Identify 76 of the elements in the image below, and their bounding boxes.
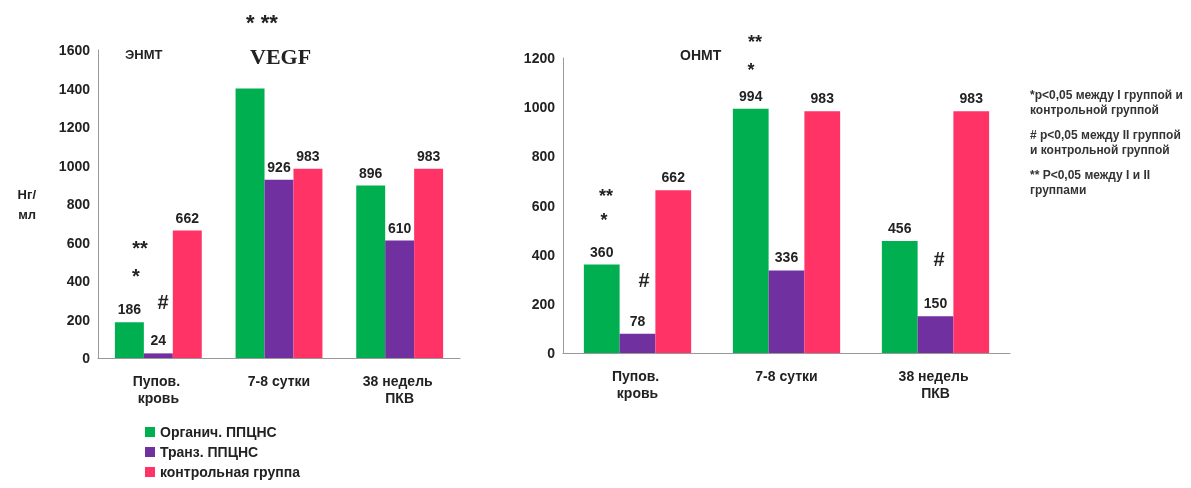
bar [881, 240, 918, 353]
annotation: # [933, 248, 945, 270]
bar [235, 88, 265, 358]
y-axis-title: Нг/ мл [17, 186, 37, 222]
data-label: 896 [359, 164, 383, 181]
y-tick-label: 400 [66, 273, 91, 289]
annotation: ** [598, 186, 614, 206]
data-label: 78 [629, 312, 646, 329]
text: *p<0,05 между I группой и контрольной группой [1030, 88, 1184, 118]
bar [583, 264, 620, 353]
y-tick-label: 600 [531, 197, 556, 214]
data-label: 186 [117, 301, 142, 318]
x-tick-label: Пупов. кровь [611, 367, 664, 401]
y-tick-label: 1000 [58, 157, 91, 174]
chart-subtitle: ЭНМТ [125, 47, 163, 62]
annotation: # [638, 269, 650, 291]
y-tick-label: 1000 [523, 99, 556, 116]
data-label: 662 [661, 169, 686, 186]
data-label: 610 [387, 219, 412, 236]
data-label: 336 [774, 249, 799, 266]
data-label: 983 [296, 147, 320, 164]
y-tick-label: 0 [547, 345, 556, 361]
y-tick-label: 600 [66, 234, 91, 251]
bar [804, 111, 841, 353]
bar [385, 240, 415, 358]
data-label: 994 [739, 87, 763, 104]
bar [619, 333, 656, 353]
bar [953, 111, 990, 353]
annotation: ** * [132, 237, 148, 287]
bar [114, 322, 144, 358]
chart-title: VEGF [250, 43, 312, 69]
x-tick-label: 7-8 сутки [247, 372, 311, 389]
data-label: 926 [267, 158, 291, 175]
y-tick-label: 0 [82, 350, 91, 366]
annotation: * [600, 210, 608, 230]
y-tick-label: 800 [66, 196, 91, 212]
text: ** P<0,05 между I и II группами [1030, 168, 1152, 198]
bar [414, 168, 444, 358]
x-tick-label: 38 недель ПКВ [898, 367, 973, 401]
legend-label: Органич. ППЦНС [160, 424, 277, 440]
x-tick-label: Пупов. кровь [132, 372, 184, 406]
y-tick-label: 1200 [523, 50, 556, 66]
chart-title: ОНМТ [680, 47, 722, 63]
text: * ** [246, 9, 278, 35]
bar [768, 270, 805, 353]
y-tick-label: 400 [531, 246, 556, 263]
bar [293, 168, 323, 358]
data-label: 150 [923, 295, 948, 312]
x-tick-label: 7-8 сутки [755, 367, 818, 384]
data-label: 360 [590, 243, 614, 260]
y-tick-label: 800 [531, 148, 556, 165]
bar [655, 190, 692, 353]
data-label: 456 [888, 219, 912, 236]
y-tick-label: 1400 [58, 80, 91, 97]
bar [264, 179, 294, 358]
y-tick-label: 200 [66, 311, 91, 328]
annotation: # [157, 291, 169, 313]
y-tick-label: 1200 [58, 119, 91, 135]
annotation: * [747, 60, 755, 80]
data-label: 983 [959, 90, 984, 107]
data-label: 24 [150, 332, 167, 349]
bar [732, 108, 769, 353]
x-tick-label: 38 недель ПКВ [362, 372, 437, 406]
bar [143, 353, 173, 358]
data-label: 983 [416, 147, 441, 164]
bar [356, 185, 386, 358]
legend-label: контрольная группа [160, 464, 301, 480]
y-tick-label: 1600 [58, 42, 91, 58]
y-tick-label: 200 [531, 295, 556, 312]
data-label: 983 [810, 90, 835, 107]
text: ** [747, 32, 763, 52]
bar [917, 316, 954, 353]
legend-label: Транз. ППЦНС [160, 444, 259, 460]
bar [172, 230, 202, 358]
data-label: 662 [175, 209, 200, 226]
text: # p<0,05 между II группой и контрольной группой [1030, 128, 1182, 158]
